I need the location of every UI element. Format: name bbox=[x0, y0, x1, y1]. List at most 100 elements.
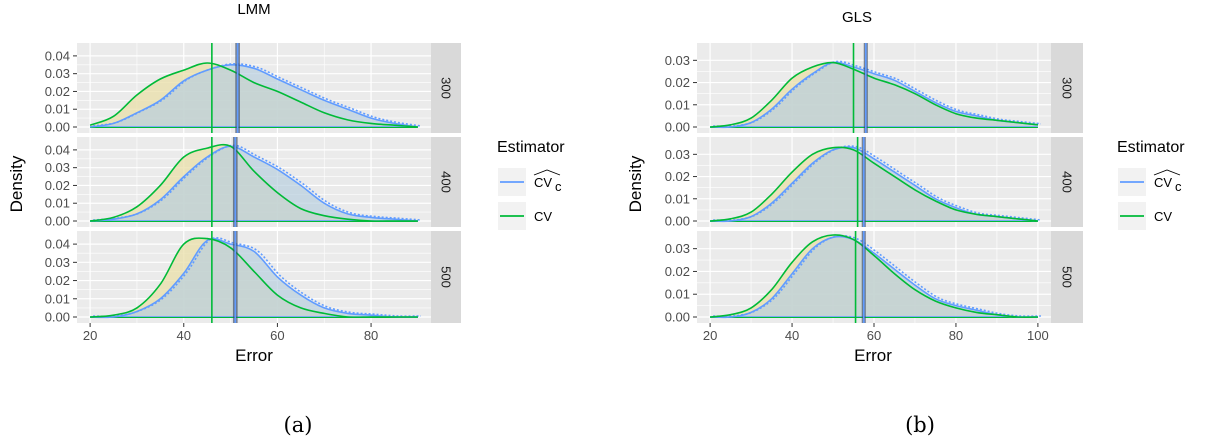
density-line-cvc bbox=[710, 235, 1038, 319]
density-line-cvc-dotted bbox=[713, 145, 1041, 222]
facet-panel-500: 0.00 0.01 0.02 0.03 500 bbox=[665, 231, 1083, 325]
y-tick-label: 0.00 bbox=[665, 214, 690, 229]
x-tick-label: 40 bbox=[177, 328, 191, 343]
chart-lmm: LMM Error Density 0.00 0.01 0.02 0.03 0.04 30… bbox=[7, 1, 461, 365]
legend: Estimator CV cCV bbox=[1117, 139, 1185, 230]
x-tick-label: 100 bbox=[1027, 328, 1049, 343]
density-line-cvc-dotted bbox=[713, 234, 1041, 318]
density-line-cv bbox=[90, 237, 418, 319]
y-tick-label: 0.02 bbox=[45, 273, 70, 288]
y-tick-label: 0.02 bbox=[45, 84, 70, 99]
legend-label-subscript: c bbox=[555, 179, 562, 194]
facet-strip-label: 400 bbox=[439, 171, 454, 193]
x-tick-label: 60 bbox=[867, 328, 881, 343]
facet-strip bbox=[431, 137, 461, 227]
facet-strip-label: 500 bbox=[1060, 266, 1075, 288]
density-area-cvc bbox=[710, 147, 1038, 222]
facet-strip bbox=[431, 231, 461, 323]
y-tick-label: 0.00 bbox=[665, 120, 690, 135]
caption-a: (a) bbox=[284, 413, 313, 437]
density-area-cvc bbox=[90, 238, 418, 318]
y-tick-label: 0.00 bbox=[665, 310, 690, 325]
y-tick-label: 0.02 bbox=[45, 178, 70, 193]
legend-label-cvc: CV c bbox=[1153, 169, 1182, 194]
facet-panel-400: 0.00 0.01 0.02 0.03 400 bbox=[665, 137, 1083, 229]
legend-label-cv: CV bbox=[1154, 209, 1172, 224]
chart-title: LMM bbox=[237, 1, 270, 18]
legend-title: Estimator bbox=[497, 139, 565, 156]
density-line-cv bbox=[710, 234, 1038, 318]
facet-strip bbox=[1051, 137, 1083, 227]
density-area-cvc bbox=[90, 146, 418, 221]
y-tick-label: 0.03 bbox=[665, 147, 690, 162]
x-axis-label: Error bbox=[854, 346, 892, 365]
density-line-cv bbox=[710, 146, 1038, 222]
legend-hat-icon bbox=[533, 169, 561, 176]
y-tick-label: 0.03 bbox=[45, 160, 70, 175]
y-tick-label: 0.01 bbox=[45, 102, 70, 117]
legend: Estimator CV cCV bbox=[497, 139, 565, 230]
density-line-cv bbox=[710, 61, 1038, 128]
facet-strip bbox=[1051, 43, 1083, 133]
y-tick-label: 0.01 bbox=[665, 97, 690, 112]
facet-panel-400: 0.00 0.01 0.02 0.03 0.04 400 bbox=[45, 137, 461, 229]
facet-strip bbox=[1051, 231, 1083, 323]
x-tick-label: 80 bbox=[364, 328, 378, 343]
caption-b: (b) bbox=[905, 413, 935, 437]
y-tick-label: 0.04 bbox=[45, 48, 70, 63]
density-area-cvc bbox=[90, 64, 418, 127]
legend-label-cvc: CV c bbox=[533, 169, 562, 194]
facet-panel-500: 0.00 0.01 0.02 0.03 0.04 500 bbox=[45, 231, 461, 325]
density-line-cv bbox=[89, 143, 418, 222]
y-tick-label: 0.01 bbox=[665, 287, 690, 302]
density-line-cvc bbox=[90, 145, 418, 222]
legend-title: Estimator bbox=[1117, 139, 1185, 156]
y-tick-label: 0.03 bbox=[45, 255, 70, 270]
y-axis-label: Density bbox=[7, 155, 26, 212]
y-tick-label: 0.04 bbox=[45, 142, 70, 157]
y-tick-label: 0.03 bbox=[665, 53, 690, 68]
legend-label-text: CV bbox=[534, 209, 552, 224]
density-line-cvc-dotted bbox=[93, 144, 421, 221]
density-line-cvc bbox=[710, 61, 1038, 129]
y-tick-label: 0.01 bbox=[665, 191, 690, 206]
legend-label-text: CV bbox=[1154, 175, 1172, 190]
y-tick-label: 0.01 bbox=[45, 291, 70, 306]
y-tick-label: 0.03 bbox=[665, 241, 690, 256]
legend-label-text: CV bbox=[534, 175, 552, 190]
facet-strip-label: 400 bbox=[1060, 171, 1075, 193]
x-tick-label: 80 bbox=[949, 328, 963, 343]
density-line-cvc bbox=[90, 237, 418, 319]
density-line-cv bbox=[89, 62, 418, 128]
y-tick-label: 0.00 bbox=[45, 310, 70, 325]
density-line-cvc-dotted bbox=[713, 60, 1041, 128]
legend-hat-icon bbox=[1153, 169, 1181, 176]
x-tick-label: 20 bbox=[83, 328, 97, 343]
density-line-cvc bbox=[89, 63, 419, 128]
y-tick-label: 0.01 bbox=[45, 196, 70, 211]
x-tick-label: 40 bbox=[785, 328, 799, 343]
y-axis-label: Density bbox=[626, 155, 645, 212]
y-tick-label: 0.02 bbox=[665, 75, 690, 90]
y-tick-label: 0.04 bbox=[45, 237, 70, 252]
facet-panel-300: 0.00 0.01 0.02 0.03 300 bbox=[665, 43, 1083, 135]
x-tick-label: 60 bbox=[270, 328, 284, 343]
x-axis-label: Error bbox=[235, 346, 273, 365]
chart-gls: GLS Error Density 0.000.010.020.033000.0… bbox=[626, 9, 1083, 365]
facet-strip-label: 300 bbox=[1060, 77, 1075, 99]
density-area-cvc bbox=[710, 62, 1038, 128]
legend-label-text: CV bbox=[1154, 209, 1172, 224]
facet-strip-label: 300 bbox=[439, 77, 454, 99]
legend-label-cv: CV bbox=[534, 209, 552, 224]
y-tick-label: 0.02 bbox=[665, 169, 690, 184]
facet-strip-label: 500 bbox=[439, 266, 454, 288]
y-tick-label: 0.02 bbox=[665, 264, 690, 279]
x-tick-label: 20 bbox=[703, 328, 717, 343]
facet-strip bbox=[431, 43, 461, 133]
y-tick-label: 0.00 bbox=[45, 120, 70, 135]
y-tick-label: 0.03 bbox=[45, 66, 70, 81]
density-area-cvc bbox=[710, 236, 1038, 318]
chart-title: GLS bbox=[842, 9, 872, 26]
y-tick-label: 0.00 bbox=[45, 214, 70, 229]
